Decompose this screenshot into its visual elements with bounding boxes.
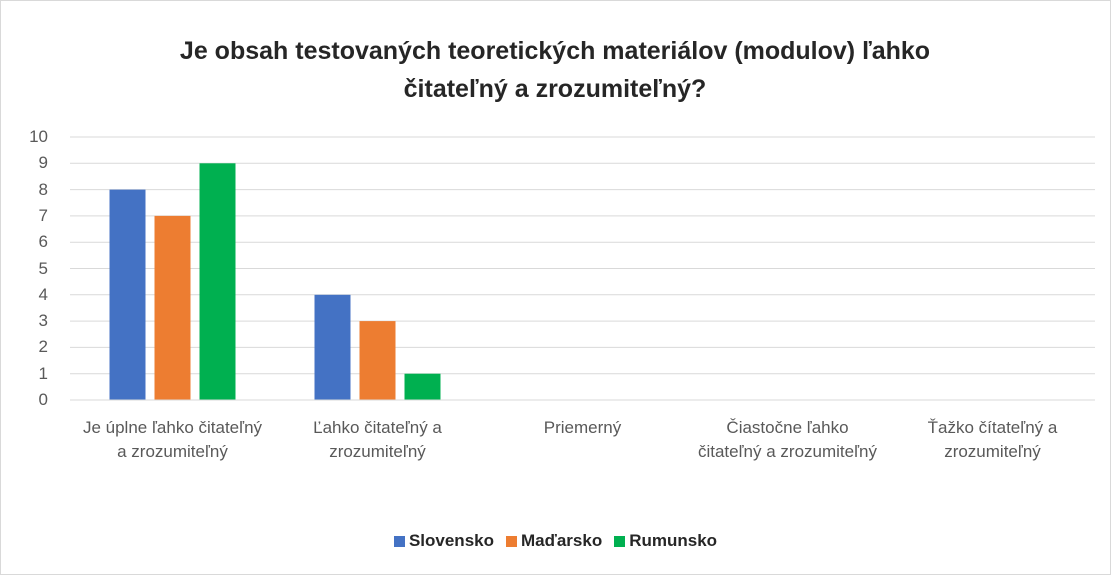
legend-item: Maďarsko — [506, 531, 602, 551]
y-tick-label: 8 — [38, 179, 48, 199]
bar — [154, 215, 191, 400]
legend-swatch — [614, 535, 626, 547]
y-tick-label: 6 — [38, 232, 48, 252]
y-tick-label: 0 — [38, 390, 48, 409]
legend-swatch — [393, 535, 405, 547]
y-tick-label: 10 — [29, 127, 48, 146]
legend: Slovensko Maďarsko Rumunsko — [0, 531, 1111, 551]
chart-title: Je obsah testovaných teoretických materi… — [179, 37, 931, 103]
legend-label: Slovensko — [408, 531, 494, 550]
legend-item: Slovensko — [393, 531, 494, 551]
legend-swatch — [506, 535, 517, 547]
y-tick-label: 2 — [38, 337, 48, 357]
bar — [109, 189, 146, 400]
bar — [199, 163, 236, 400]
x-tick-label: Priemerný — [543, 418, 622, 437]
y-tick-label: 1 — [38, 363, 48, 383]
x-tick-label: Je úplne ľahko čitateľný a zrozumiteľný — [82, 418, 263, 461]
legend-label: Rumunsko — [629, 531, 718, 550]
legend-label: Maďarsko — [521, 531, 603, 550]
legend-item: Rumunsko — [614, 531, 717, 551]
bar — [314, 294, 351, 400]
y-tick-label: 3 — [38, 311, 48, 331]
bar — [359, 321, 396, 400]
y-tick-label: 5 — [38, 258, 48, 278]
bar — [404, 373, 441, 400]
y-tick-label: 7 — [38, 205, 48, 225]
x-tick-label: Ťažko čítateľný a zrozumiteľný — [927, 418, 1058, 461]
x-tick-label: Čiastočne ľahko čitateľný a zrozumiteľný — [697, 418, 878, 461]
y-tick-label: 9 — [38, 153, 48, 173]
x-tick-label: Ľahko čitateľný a zrozumiteľný — [313, 418, 442, 461]
y-tick-label: 4 — [38, 284, 48, 304]
